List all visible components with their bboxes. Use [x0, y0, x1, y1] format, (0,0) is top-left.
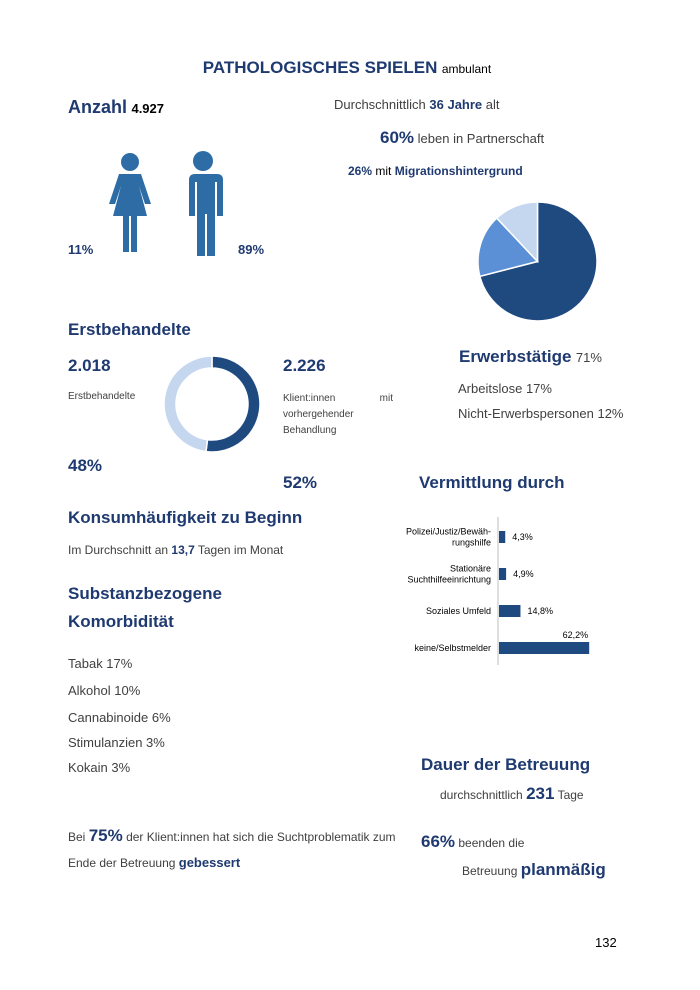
employment-main: Erwerbstätige 71%	[459, 347, 602, 367]
age: Durchschnittlich 36 Jahre alt	[334, 97, 500, 112]
comorbidity-item: Stimulanzien 3%	[68, 735, 165, 750]
consumption-prefix: Im Durchschnitt an	[68, 543, 169, 557]
title-main: PATHOLOGISCHES SPIELEN	[202, 58, 438, 77]
age-value: 36 Jahre	[429, 97, 483, 112]
planned: 66% beenden die	[421, 832, 524, 852]
improvement-line2: Ende der Betreuung gebessert	[68, 855, 240, 870]
male-share: 89%	[238, 242, 265, 257]
planned-line2: Betreuung planmäßig	[462, 860, 606, 880]
comorbidity-heading: Substanzbezogene	[68, 584, 222, 603]
treatment-category: Erstbehandelte	[68, 391, 136, 402]
duration: durchschnittlich 231 Tage	[440, 784, 584, 804]
count: Anzahl 4.927	[68, 97, 164, 118]
employment-category: Erwerbstätige	[459, 347, 572, 366]
employment-value: 17%	[525, 381, 552, 396]
employment-category: Arbeitslose	[458, 381, 523, 396]
referral-bar-chart: Polizei/Justiz/Bewäh-rungshilfe 4,3% Stati…	[406, 517, 590, 665]
comorbidity-heading: Komorbidität	[68, 612, 174, 631]
slice	[477, 217, 539, 278]
female-icon	[109, 153, 151, 252]
treatment-heading: Erstbehandelte	[68, 320, 191, 339]
consumption-heading: Konsumhäufigkeit zu Beginn	[68, 508, 303, 527]
category-label: Suchthilfeeinrichtung	[407, 575, 491, 585]
improvement-prefix: Bei	[68, 830, 86, 844]
gender-icons	[109, 151, 223, 256]
partnership: 60% leben in Partnerschaft	[380, 128, 544, 148]
slice	[163, 355, 213, 453]
migration: 26% mit Migrationshintergrund	[348, 164, 523, 178]
consumption-suffix: Tagen im Monat	[197, 543, 284, 557]
bar	[499, 605, 521, 617]
value-label: 4,9%	[513, 569, 534, 579]
duration-value: 231	[526, 784, 555, 803]
employment-item: Nicht-Erwerbspersonen 12%	[458, 406, 624, 421]
bar	[499, 531, 506, 543]
referral-heading: Vermittlung durch	[419, 473, 565, 492]
value-label: 4,3%	[512, 532, 533, 542]
treatment-share: 48%	[68, 456, 103, 475]
female-share: 11%	[68, 242, 94, 257]
title: PATHOLOGISCHES SPIELEN ambulant	[0, 58, 694, 78]
consumption-value: 13,7	[171, 543, 195, 557]
treatment-share: 52%	[283, 473, 318, 492]
migration-value: 26%	[348, 164, 373, 178]
category-label: keine/Selbstmelder	[414, 643, 491, 653]
planned-line2-text: Betreuung	[462, 864, 518, 878]
employment-value: 71%	[575, 350, 602, 365]
age-prefix: Durchschnittlich	[334, 97, 426, 112]
category-label: Soziales Umfeld	[426, 606, 491, 616]
male-icon	[189, 151, 223, 256]
consumption: Im Durchschnitt an 13,7 Tagen im Monat	[68, 543, 283, 557]
comorbidity-item: Cannabinoide 6%	[68, 710, 171, 725]
partnership-text: leben in Partnerschaft	[417, 131, 545, 146]
treatment-count: 2.018	[68, 356, 111, 375]
treatment-count: 2.226	[283, 356, 326, 375]
migration-mid: mit	[375, 164, 392, 178]
treatment-donut	[163, 355, 261, 453]
partnership-value: 60%	[380, 128, 415, 147]
duration-heading: Dauer der Betreuung	[421, 755, 591, 774]
improvement-emph: gebessert	[178, 855, 241, 870]
category-label: rungshilfe	[452, 538, 491, 548]
employment-value: 12%	[597, 406, 624, 421]
comorbidity-item: Tabak 17%	[68, 656, 133, 671]
improvement-line2-text: Ende der Betreuung	[68, 856, 176, 870]
category-label: Polizei/Justiz/Bewäh-	[406, 527, 491, 537]
category-label: Stationäre	[450, 564, 491, 574]
comorbidity-item: Kokain 3%	[68, 760, 131, 775]
planned-emph: planmäßig	[520, 860, 606, 879]
improvement-value: 75%	[88, 826, 123, 845]
title-sub: ambulant	[441, 62, 492, 76]
count-value: 4.927	[131, 101, 165, 116]
planned-text: beenden die	[458, 836, 525, 850]
duration-suffix: Tage	[557, 788, 584, 802]
employment-item: Arbeitslose 17%	[458, 381, 552, 396]
value-label: 14,8%	[527, 606, 553, 616]
count-label: Anzahl	[68, 97, 128, 117]
value-label: 62,2%	[563, 630, 589, 640]
page-number: 132	[595, 935, 617, 950]
employment-pie	[477, 201, 598, 322]
bar	[499, 568, 507, 580]
improvement: Bei 75% der Klient:innen hat sich die Su…	[68, 826, 396, 846]
bar	[499, 642, 590, 654]
slice	[495, 201, 539, 264]
treatment-category: Klient:innen mit vorhergehender Behandlu…	[283, 393, 393, 436]
improvement-text: der Klient:innen hat sich die Suchtprobl…	[126, 830, 396, 844]
migration-text: Migrationshintergrund	[394, 164, 523, 178]
employment-category: Nicht-Erwerbspersonen	[458, 406, 594, 421]
comorbidity-item: Alkohol 10%	[68, 683, 141, 698]
planned-value: 66%	[421, 832, 456, 851]
duration-prefix: durchschnittlich	[440, 788, 523, 802]
age-suffix: alt	[485, 97, 500, 112]
slice	[205, 355, 261, 453]
